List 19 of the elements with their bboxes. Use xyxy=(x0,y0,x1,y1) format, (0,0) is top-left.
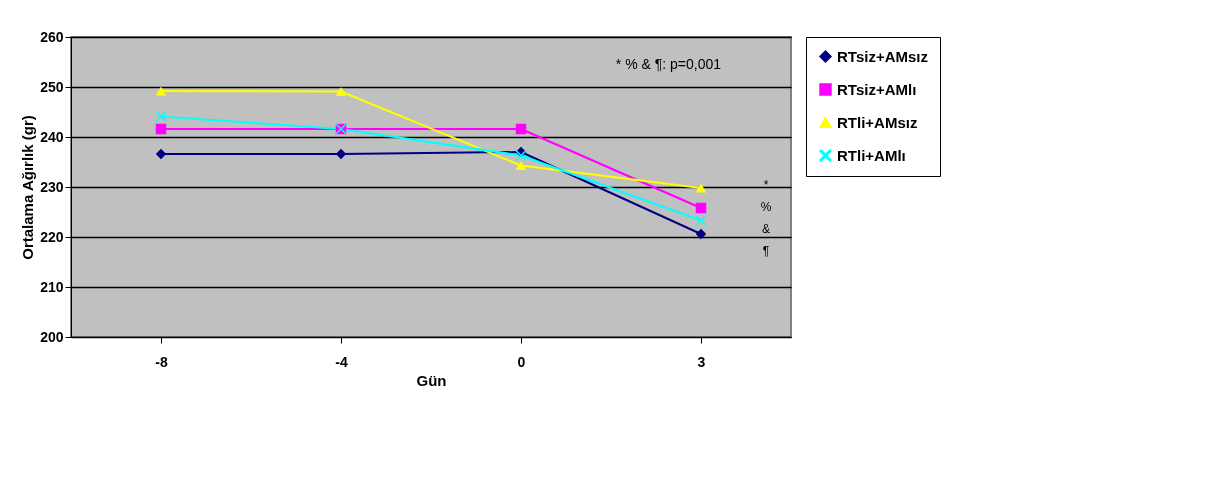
x-tick-label: 0 xyxy=(517,353,526,370)
y-axis-title: Ortalama Ağırlık (gr) xyxy=(19,115,37,260)
x-axis-title: Gün xyxy=(416,371,447,389)
x-tick-label: 3 xyxy=(697,353,706,370)
annotation: * % & ¶ xyxy=(760,178,772,258)
y-tick-label: 200 xyxy=(40,328,64,345)
y-tick-label: 230 xyxy=(40,178,64,195)
y-tick-label: 240 xyxy=(40,128,64,145)
annotation: * % & ¶: p=0,001 xyxy=(615,56,722,72)
legend-label: RTli+AMsız xyxy=(837,113,918,131)
legend-label: RTsiz+AMsız xyxy=(837,47,928,65)
y-tick-label: 210 xyxy=(40,278,64,295)
x-tick-label: -8 xyxy=(155,353,168,370)
legend-label: RTli+AMlı xyxy=(837,146,906,164)
legend-label: RTsiz+AMlı xyxy=(837,80,917,98)
y-tick-label: 260 xyxy=(40,28,64,45)
y-tick-label: 220 xyxy=(40,228,64,245)
y-tick-label: 250 xyxy=(40,78,64,95)
x-tick-label: -4 xyxy=(335,353,348,370)
